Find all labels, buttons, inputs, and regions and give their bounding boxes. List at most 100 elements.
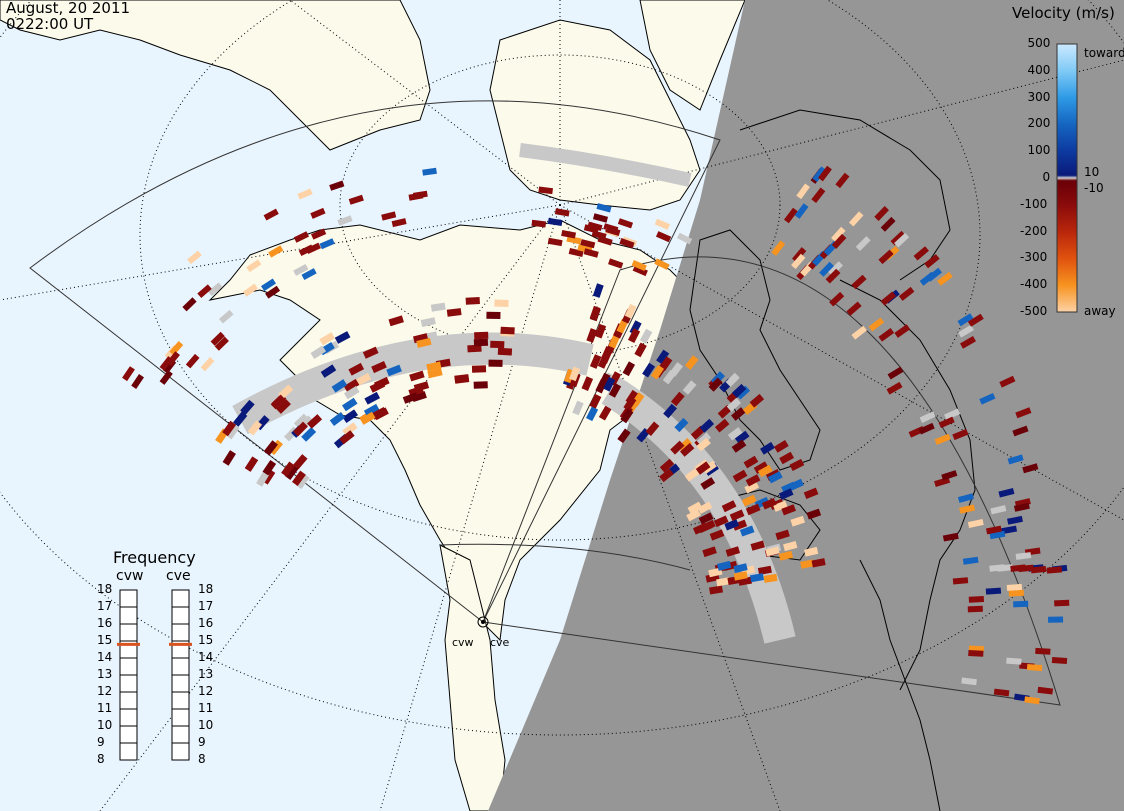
- velocity-cell: [967, 519, 984, 528]
- velocity-cell: [890, 230, 906, 246]
- velocity-cell: [247, 420, 263, 436]
- velocity-cell: [732, 519, 748, 531]
- velocity-cell: [1035, 647, 1051, 655]
- velocity-cell: [295, 473, 310, 490]
- toward-label: toward: [1084, 46, 1124, 60]
- velocity-cell: [1013, 600, 1029, 608]
- velocity-cell: [284, 464, 299, 481]
- frequency-legend-title: Frequency: [113, 548, 196, 567]
- velocity-cell: [744, 481, 760, 494]
- frequency-tick: 15: [198, 633, 214, 647]
- date-label: August, 20 2011: [6, 0, 131, 17]
- velocity-cell: [926, 267, 942, 282]
- velocity-cell: [985, 525, 1002, 535]
- velocity-cell: [587, 221, 603, 232]
- greenland-coast: [739, 109, 951, 281]
- ground-scatter-west: [232, 332, 594, 434]
- velocity-cell: [600, 349, 613, 364]
- velocity-cell: [1024, 696, 1040, 705]
- velocity-cell: [709, 529, 725, 541]
- velocity-cell: [735, 385, 751, 400]
- velocity-cell: [645, 421, 660, 436]
- velocity-colorbar: [1056, 43, 1078, 313]
- frequency-tick: 18: [97, 582, 113, 596]
- velocity-cell: [811, 187, 826, 204]
- velocity-cell: [620, 408, 634, 424]
- velocity-cell: [131, 373, 145, 389]
- velocity-cell: [726, 397, 742, 412]
- velocity-cell: [661, 424, 676, 439]
- velocity-cell: [721, 500, 737, 513]
- velocity-cell: [659, 356, 673, 372]
- velocity-cell: [617, 218, 634, 229]
- frequency-tick: 8: [198, 752, 206, 766]
- frequency-tick: 11: [97, 701, 113, 715]
- cve-column-label: cve: [166, 568, 191, 584]
- velocity-cell: [944, 408, 961, 421]
- velocity-cell: [263, 440, 278, 456]
- velocity-cell: [589, 305, 601, 321]
- velocity-cell: [339, 430, 355, 445]
- velocity-cell: [1015, 407, 1032, 419]
- range-ring: [439, 543, 691, 571]
- lat-circle-60: [0, 0, 1124, 736]
- velocity-cell: [676, 232, 693, 245]
- frequency-cell: [119, 691, 138, 710]
- velocity-cell: [783, 207, 798, 224]
- velocity-cell: [1018, 564, 1034, 573]
- velocity-cell: [733, 563, 748, 573]
- velocity-cell: [745, 503, 761, 516]
- velocity-cell: [159, 370, 173, 385]
- velocity-cell: [804, 546, 819, 557]
- land-siberia: [0, 0, 431, 151]
- velocity-cell: [639, 328, 653, 344]
- velocity-cell: [731, 407, 746, 421]
- velocity-cell: [819, 261, 834, 277]
- velocity-cell: [924, 254, 940, 269]
- radar-label-cve: cve: [490, 636, 510, 649]
- velocity-cell: [301, 268, 317, 280]
- velocity-cell: [696, 432, 712, 447]
- velocity-cell: [187, 250, 202, 265]
- velocity-cell: [307, 414, 323, 429]
- velocity-cell: [957, 313, 974, 327]
- velocity-cell: [122, 366, 135, 382]
- velocity-cell: [554, 208, 570, 217]
- velocity-cell: [592, 283, 604, 298]
- velocity-cell: [581, 376, 594, 392]
- velocity-cell: [371, 407, 387, 420]
- ground-scatter: [232, 143, 796, 644]
- velocity-cell: [305, 242, 321, 255]
- velocity-cell: [430, 302, 446, 312]
- velocity-cell: [355, 373, 372, 386]
- velocity-cell: [659, 468, 674, 483]
- velocity-cell: [270, 394, 286, 410]
- radar-sites: [477, 616, 489, 628]
- frequency-tick: 16: [97, 616, 113, 630]
- velocity-cell: [724, 519, 740, 531]
- velocity-cell: [320, 364, 337, 378]
- velocity-cell: [716, 577, 731, 587]
- velocity-cell: [634, 342, 647, 358]
- velocity-cell: [708, 377, 723, 392]
- velocity-cell: [990, 505, 1007, 515]
- velocity-cell: [500, 326, 515, 335]
- velocity-tick: 100: [1027, 143, 1051, 158]
- velocity-cell: [263, 208, 279, 221]
- frequency-tick: 8: [97, 752, 105, 766]
- velocity-cell: [454, 374, 470, 383]
- velocity-cell: [222, 450, 236, 466]
- velocity-cell: [749, 573, 765, 583]
- ground-scatter-east: [601, 376, 796, 644]
- velocity-cell: [278, 384, 294, 400]
- velocity-cell: [803, 487, 819, 499]
- velocity-cell: [608, 333, 621, 349]
- frequency-cell: [171, 691, 190, 710]
- meridian-h: [379, 204, 561, 811]
- velocity-cell: [246, 259, 262, 273]
- frequency-cell: [171, 657, 190, 676]
- velocity-cell: [1006, 657, 1022, 665]
- velocity-cell: [894, 324, 911, 338]
- velocity-cell: [608, 258, 624, 269]
- velocity-cell: [887, 366, 904, 380]
